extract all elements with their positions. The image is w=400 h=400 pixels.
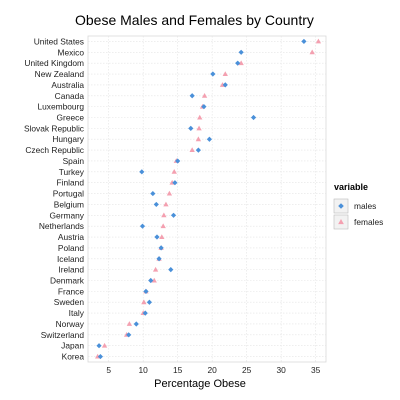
data-point-females bbox=[315, 38, 322, 44]
data-point-males bbox=[156, 256, 162, 262]
data-point-males bbox=[235, 60, 241, 66]
data-point-females bbox=[201, 92, 208, 98]
legend-marker-males bbox=[338, 203, 344, 209]
category-label: Slovak Republic bbox=[24, 123, 84, 133]
x-tick-label: 10 bbox=[139, 365, 149, 375]
data-point-females bbox=[159, 234, 165, 239]
data-point-females bbox=[101, 342, 108, 348]
data-point-males bbox=[97, 353, 104, 360]
category-label: Hungary bbox=[52, 134, 84, 144]
data-point-males bbox=[201, 104, 207, 110]
data-point-males bbox=[142, 310, 148, 316]
data-point-males bbox=[158, 245, 164, 251]
legend-label-females: females bbox=[354, 217, 383, 227]
category-label: Luxembourg bbox=[37, 102, 84, 112]
data-point-males bbox=[206, 136, 213, 142]
data-point-males bbox=[153, 201, 159, 208]
category-label: Iceland bbox=[57, 254, 84, 264]
data-point-females bbox=[222, 71, 228, 76]
data-point-males bbox=[148, 277, 154, 284]
data-point-females bbox=[160, 223, 166, 229]
data-point-males bbox=[139, 223, 146, 229]
category-label: Czech Republic bbox=[25, 145, 84, 155]
data-point-males bbox=[172, 180, 178, 186]
category-label: United Kingdom bbox=[24, 58, 84, 68]
data-point-males bbox=[188, 125, 194, 131]
data-point-females bbox=[141, 299, 147, 305]
data-point-males bbox=[96, 343, 102, 349]
data-point-females bbox=[171, 169, 177, 174]
data-point-females bbox=[163, 201, 169, 207]
x-tick-label: 5 bbox=[106, 365, 111, 375]
data-point-females bbox=[238, 60, 244, 66]
data-point-males bbox=[210, 71, 216, 77]
category-label: Germany bbox=[50, 210, 85, 220]
data-point-males bbox=[139, 169, 145, 175]
category-label: Italy bbox=[69, 308, 85, 318]
legend-label-males: males bbox=[354, 201, 376, 211]
data-point-males bbox=[175, 158, 181, 164]
category-label: Mexico bbox=[57, 47, 84, 57]
data-point-males bbox=[170, 212, 177, 218]
category-label: Ireland bbox=[58, 265, 84, 275]
data-point-females bbox=[166, 190, 173, 196]
data-point-males bbox=[238, 49, 244, 55]
chart-title: Obese Males and Females by Country bbox=[75, 12, 314, 28]
category-label: Sweden bbox=[54, 297, 85, 307]
data-point-females bbox=[152, 266, 159, 272]
category-label: Portugal bbox=[53, 189, 84, 199]
category-label: Finland bbox=[57, 178, 85, 188]
legend: variable males females bbox=[333, 182, 383, 230]
category-label: France bbox=[58, 286, 84, 296]
data-point-females bbox=[189, 147, 195, 153]
legend-marker-females bbox=[338, 219, 344, 225]
category-label: United States bbox=[34, 36, 84, 46]
data-point-males bbox=[146, 299, 152, 305]
category-label: Greece bbox=[57, 113, 85, 123]
category-label: Poland bbox=[58, 243, 84, 253]
data-point-males bbox=[168, 267, 174, 273]
data-point-females bbox=[195, 136, 202, 142]
data-point-males bbox=[189, 93, 195, 99]
x-tick-label: 25 bbox=[242, 365, 252, 375]
data-point-males bbox=[250, 114, 257, 121]
x-tick-label: 35 bbox=[311, 365, 321, 375]
x-axis-label: Percentage Obese bbox=[154, 378, 246, 390]
data-point-males bbox=[195, 147, 201, 153]
data-point-females bbox=[161, 212, 167, 218]
x-tick-label: 30 bbox=[276, 365, 286, 375]
data-point-females bbox=[309, 49, 315, 55]
category-label: Korea bbox=[62, 352, 85, 362]
data-point-males bbox=[143, 288, 149, 294]
data-point-males bbox=[301, 38, 307, 45]
category-label: Netherlands bbox=[39, 221, 84, 231]
category-label: Austria bbox=[58, 232, 84, 242]
category-label: Denmark bbox=[50, 276, 85, 286]
category-label: Australia bbox=[51, 80, 84, 90]
data-point-males bbox=[133, 321, 139, 327]
category-label: Norway bbox=[56, 319, 85, 329]
data-point-females bbox=[151, 277, 157, 283]
category-label: Spain bbox=[63, 156, 85, 166]
category-label: Turkey bbox=[59, 167, 85, 177]
category-label: Belgium bbox=[54, 199, 84, 209]
x-tick-label: 15 bbox=[173, 365, 183, 375]
x-tick-label: 20 bbox=[208, 365, 218, 375]
data-point-males bbox=[150, 190, 156, 197]
data-point-females bbox=[196, 125, 202, 131]
category-label: Japan bbox=[61, 341, 84, 351]
category-label: Canada bbox=[55, 91, 85, 101]
data-point-males bbox=[222, 82, 228, 88]
category-label: Switzerland bbox=[41, 330, 85, 340]
plot-panel bbox=[87, 35, 327, 363]
data-point-males bbox=[126, 332, 132, 338]
data-point-males bbox=[154, 234, 160, 240]
data-point-females bbox=[197, 114, 203, 120]
data-point-females bbox=[126, 321, 133, 326]
category-label: New Zealand bbox=[35, 69, 85, 79]
legend-title: variable bbox=[334, 182, 368, 192]
